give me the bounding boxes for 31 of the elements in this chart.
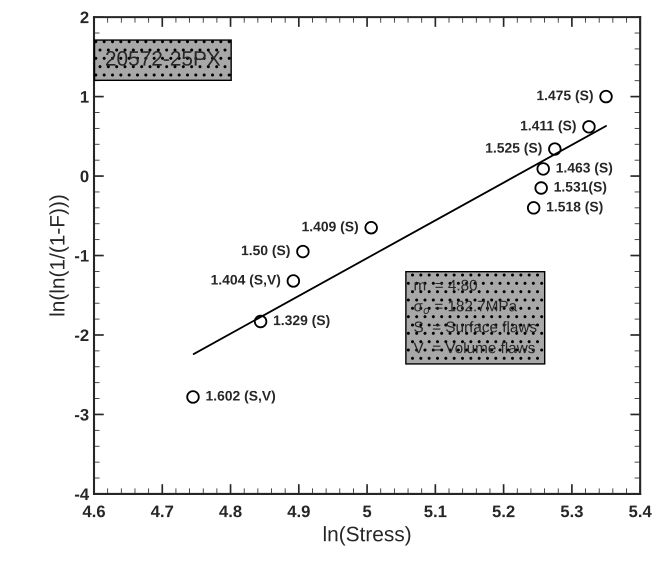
y-tick-label: -3 xyxy=(74,408,89,421)
x-tick-label: 5.1 xyxy=(424,506,446,518)
annotation: 1.531(S) xyxy=(554,182,606,194)
y-tick-label: 2 xyxy=(80,12,88,24)
x-tick-label: 4.8 xyxy=(219,505,242,518)
x-tick-label: 4.9 xyxy=(287,505,310,518)
annotation: 1.409 (S) xyxy=(302,221,358,234)
y-tick-label: 0 xyxy=(80,170,88,182)
annotation: 1.518 (S) xyxy=(547,201,603,214)
annotation: 1.602 (S,V) xyxy=(206,390,276,404)
y-tick-label: -2 xyxy=(74,329,88,342)
annotation: 20572-25PX xyxy=(106,51,220,66)
x-tick-label: 4.7 xyxy=(150,506,174,518)
annotation: 1.329 (S) xyxy=(274,315,330,328)
x-tick-label: 5.4 xyxy=(629,506,652,518)
y-axis-title: ln(ln(1/(1-F))) xyxy=(49,195,69,316)
x-tick-label: 4.6 xyxy=(82,505,105,518)
x-axis-title: ln(Stress) xyxy=(324,526,410,546)
x-tick-label: 5.2 xyxy=(492,505,515,518)
annotation: 1.463 (S) xyxy=(556,162,612,176)
annotation: 1.404 (S,V) xyxy=(211,274,280,288)
x-tick-label: 5.3 xyxy=(560,505,583,518)
annotation: 1.475 (S) xyxy=(537,90,593,104)
x-tick-label: 5 xyxy=(362,506,372,518)
annotation: 1.50 (S) xyxy=(242,245,290,258)
y-tick-label: -1 xyxy=(74,250,89,262)
y-tick-label: 1 xyxy=(80,91,89,103)
annotation: 1.525 (S) xyxy=(486,142,542,156)
annotation: 1.411 (S) xyxy=(520,120,576,134)
y-tick-label: -4 xyxy=(74,488,90,500)
annotation: m = 4.80 σ$_{o}$ = 182.7MPa S = Surface flaws V = Volume flaws xyxy=(414,280,536,354)
